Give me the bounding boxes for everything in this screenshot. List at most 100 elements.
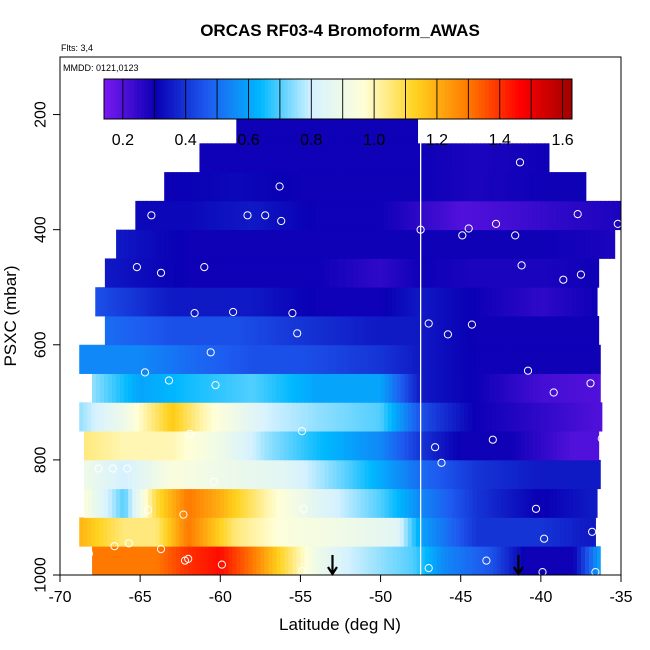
heatmap-cell-row-2 xyxy=(284,488,290,518)
heatmap-cell-row-0 xyxy=(308,546,314,575)
colorbar-segment xyxy=(214,79,219,119)
heatmap-cell-row-5 xyxy=(395,402,401,432)
heatmap-cell-row-10 xyxy=(469,258,475,288)
heatmap-cell-row-4 xyxy=(92,431,97,461)
heatmap-cell-row-1 xyxy=(87,517,92,547)
heatmap-cell-row-1 xyxy=(155,517,160,547)
heatmap-cell-row-6 xyxy=(428,373,434,403)
heatmap-cell-row-1 xyxy=(495,517,501,547)
heatmap-cell-row-10 xyxy=(597,258,600,288)
heatmap-cell-row-15 xyxy=(312,114,318,144)
heatmap-cell-row-0 xyxy=(396,546,402,575)
heatmap-cell-row-12 xyxy=(327,200,333,231)
heatmap-cell-row-9 xyxy=(179,287,185,317)
colorbar-segment xyxy=(465,79,469,119)
heatmap-cell-row-4 xyxy=(132,431,137,461)
heatmap-cell-row-3 xyxy=(428,459,434,490)
heatmap-cell-row-8 xyxy=(305,316,310,346)
heatmap-cell-row-0 xyxy=(144,546,149,575)
heatmap-cell-row-3 xyxy=(124,459,129,490)
heatmap-cell-row-6 xyxy=(260,373,265,403)
heatmap-cell-row-9 xyxy=(524,287,529,317)
heatmap-cell-row-10 xyxy=(221,258,226,288)
heatmap-cell-row-13 xyxy=(416,172,422,202)
heatmap-cell-row-1 xyxy=(363,517,369,547)
heatmap-cell-row-1 xyxy=(451,517,457,547)
heatmap-cell-row-11 xyxy=(188,229,193,259)
heatmap-cell-row-13 xyxy=(240,172,245,202)
heatmap-cell-row-2 xyxy=(388,488,394,518)
heatmap-cell-row-14 xyxy=(379,143,385,173)
colorbar-segment xyxy=(341,79,346,119)
heatmap-cell-row-13 xyxy=(540,172,546,202)
heatmap-cell-row-12 xyxy=(560,200,565,231)
heatmap-cell-row-9 xyxy=(451,287,457,317)
heatmap-cell-row-11 xyxy=(128,229,133,259)
heatmap-cell-row-12 xyxy=(383,200,389,231)
heatmap-cell-row-9 xyxy=(560,287,565,317)
heatmap-cell-row-2 xyxy=(436,488,442,518)
heatmap-cell-row-7 xyxy=(483,344,489,374)
heatmap-cell-row-12 xyxy=(375,200,381,231)
heatmap-cell-row-2 xyxy=(348,488,354,518)
heatmap-cell-row-3 xyxy=(468,459,474,490)
heatmap-cell-row-14 xyxy=(343,143,349,173)
heatmap-cell-row-6 xyxy=(352,373,358,403)
heatmap-cell-row-12 xyxy=(167,200,172,231)
colorbar-segment xyxy=(160,79,165,119)
heatmap-cell-row-10 xyxy=(329,258,334,288)
heatmap-cell-row-10 xyxy=(293,258,298,288)
heatmap-cell-row-10 xyxy=(225,258,230,288)
heatmap-cell-row-5 xyxy=(503,402,509,432)
heatmap-cell-row-10 xyxy=(277,258,282,288)
heatmap-cell-row-1 xyxy=(343,517,349,547)
heatmap-cell-row-1 xyxy=(423,517,429,547)
heatmap-cell-row-7 xyxy=(99,344,104,374)
heatmap-cell-row-3 xyxy=(484,459,490,490)
heatmap-cell-row-7 xyxy=(548,344,553,374)
heatmap-cell-row-2 xyxy=(364,488,370,518)
heatmap-cell-row-11 xyxy=(252,229,257,259)
heatmap-cell-row-7 xyxy=(147,344,152,374)
heatmap-cell-row-6 xyxy=(552,373,558,403)
heatmap-cell-row-0 xyxy=(312,546,318,575)
heatmap-cell-row-14 xyxy=(544,143,549,173)
heatmap-cell-row-2 xyxy=(452,488,458,518)
heatmap-cell-row-5 xyxy=(307,402,313,432)
colorbar-segment xyxy=(521,79,526,119)
heatmap-cell-row-10 xyxy=(505,258,511,288)
heatmap-cell-row-5 xyxy=(415,402,421,432)
heatmap-cell-row-8 xyxy=(313,316,318,346)
x-tick-label: -50 xyxy=(369,589,392,606)
colorbar-segment xyxy=(488,79,493,119)
colorbar-segment xyxy=(294,79,299,119)
heatmap-cell-row-1 xyxy=(279,517,285,547)
heatmap-cell-row-7 xyxy=(191,344,197,374)
heatmap-cell-row-10 xyxy=(433,258,439,288)
heatmap-cell-row-7 xyxy=(371,344,377,374)
heatmap-cell-row-3 xyxy=(496,459,502,490)
heatmap-cell-row-7 xyxy=(195,344,201,374)
heatmap-cell-row-10 xyxy=(577,258,583,288)
heatmap-cell-row-9 xyxy=(255,287,261,317)
heatmap-cell-row-14 xyxy=(371,143,377,173)
heatmap-cell-row-0 xyxy=(544,546,550,575)
heatmap-cell-row-3 xyxy=(492,459,498,490)
colorbar-segment xyxy=(558,79,563,119)
sample-marker xyxy=(71,481,81,490)
heatmap-cell-row-14 xyxy=(323,143,329,173)
heatmap-cell-row-2 xyxy=(156,488,161,518)
heatmap-cell-row-6 xyxy=(392,373,398,403)
heatmap-cell-row-5 xyxy=(347,402,353,432)
colorbar-segment xyxy=(334,79,339,119)
heatmap-cell-row-11 xyxy=(280,229,285,259)
heatmap-cell-row-14 xyxy=(279,143,285,173)
heatmap-cell-row-6 xyxy=(228,373,233,403)
heatmap-cell-row-6 xyxy=(400,373,406,403)
heatmap-cell-row-2 xyxy=(332,488,338,518)
heatmap-cell-row-13 xyxy=(584,172,587,202)
heatmap-cell-row-13 xyxy=(464,172,470,202)
heatmap-cell-row-1 xyxy=(371,517,377,547)
heatmap-cell-row-1 xyxy=(383,517,389,547)
heatmap-cell-row-13 xyxy=(404,172,410,202)
